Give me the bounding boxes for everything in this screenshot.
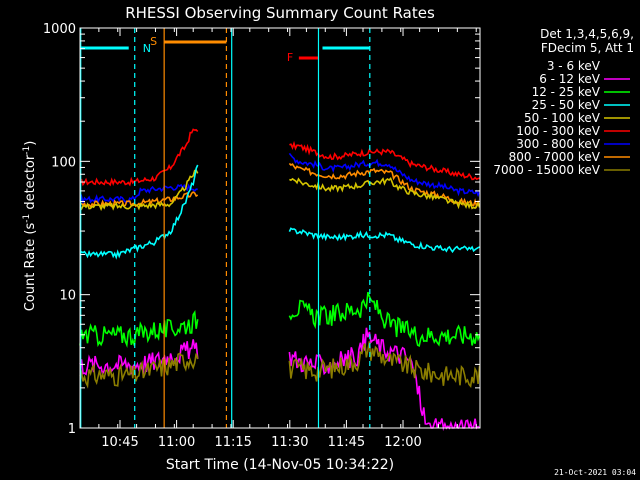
- legend-header-1: Det 1,3,4,5,6,9,: [540, 27, 634, 41]
- legend-label-0: 3 - 6 keV: [547, 59, 601, 73]
- legend-label-5: 100 - 300 keV: [516, 124, 600, 138]
- y-label-sup2: -1: [22, 146, 32, 155]
- n-label: N: [143, 42, 151, 55]
- x-tick-label-0: 10:45: [101, 435, 138, 450]
- series-3: [79, 169, 481, 212]
- series-5-segment-0: [79, 310, 199, 348]
- y-label-part1: Count Rate (s: [23, 223, 38, 312]
- y-axis-label: Count Rate (s-1 detector-1): [22, 141, 38, 312]
- legend-header-2: FDecim 5, Att 1: [541, 41, 634, 55]
- series-0: [79, 128, 480, 187]
- series-1-segment-1: [288, 152, 481, 198]
- x-tick-label-1: 11:00: [158, 435, 195, 450]
- series-2-segment-1: [288, 162, 481, 209]
- y-tick-label-3: 1000: [43, 22, 76, 37]
- series-5: [79, 291, 481, 348]
- f-label: F: [287, 51, 293, 64]
- x-axis-label: Start Time (14-Nov-05 10:34:22): [166, 457, 394, 473]
- y-label-sup1: -1: [22, 214, 32, 223]
- chart-title: RHESSI Observing Summary Count Rates: [125, 4, 435, 22]
- legend: Det 1,3,4,5,6,9, FDecim 5, Att 1 3 - 6 k…: [493, 27, 634, 177]
- x-tick-label-5: 12:00: [384, 435, 421, 450]
- series-3-segment-1: [289, 177, 481, 210]
- x-tick-label-2: 11:15: [214, 435, 251, 450]
- series-4-segment-1: [288, 227, 480, 254]
- x-tick-label-3: 11:30: [271, 435, 308, 450]
- series-layer: [79, 128, 481, 432]
- legend-label-1: 6 - 12 keV: [539, 72, 601, 86]
- footer-date: 21-Oct-2021 03:04: [554, 468, 636, 477]
- annotation-layer: NS F: [80, 28, 371, 428]
- series-7-segment-1: [288, 341, 481, 388]
- series-6-segment-1: [288, 327, 481, 432]
- series-5-segment-1: [288, 291, 481, 348]
- series-4-segment-0: [79, 164, 199, 260]
- legend-label-7: 800 - 7000 keV: [509, 150, 601, 164]
- axis-layer: 10:45 11:00 11:15 11:30 11:45 12:00 1 10 100 1000: [43, 22, 481, 450]
- series-7-segment-0: [79, 352, 199, 389]
- legend-label-3: 25 - 50 keV: [532, 98, 601, 112]
- series-2: [79, 162, 481, 209]
- series-4: [79, 164, 480, 260]
- y-tick-label-1: 10: [59, 289, 76, 304]
- plot-frame: [79, 27, 481, 429]
- series-7: [79, 341, 481, 389]
- y-label-part3: ): [23, 141, 38, 146]
- s-label: S: [150, 35, 157, 48]
- y-tick-label-0: 1: [68, 422, 76, 437]
- x-tick-label-4: 11:45: [328, 435, 365, 450]
- legend-label-6: 300 - 800 keV: [516, 137, 600, 151]
- legend-label-2: 12 - 25 keV: [532, 85, 601, 99]
- series-3-segment-0: [79, 169, 199, 212]
- series-0-segment-0: [79, 128, 199, 187]
- series-1-segment-0: [79, 183, 198, 205]
- y-tick-label-2: 100: [51, 155, 76, 170]
- series-0-segment-1: [289, 140, 480, 181]
- legend-label-4: 50 - 100 keV: [524, 111, 601, 125]
- series-1: [79, 152, 481, 205]
- legend-label-8: 7000 - 15000 keV: [493, 163, 600, 177]
- y-label-part2: detector: [23, 154, 38, 214]
